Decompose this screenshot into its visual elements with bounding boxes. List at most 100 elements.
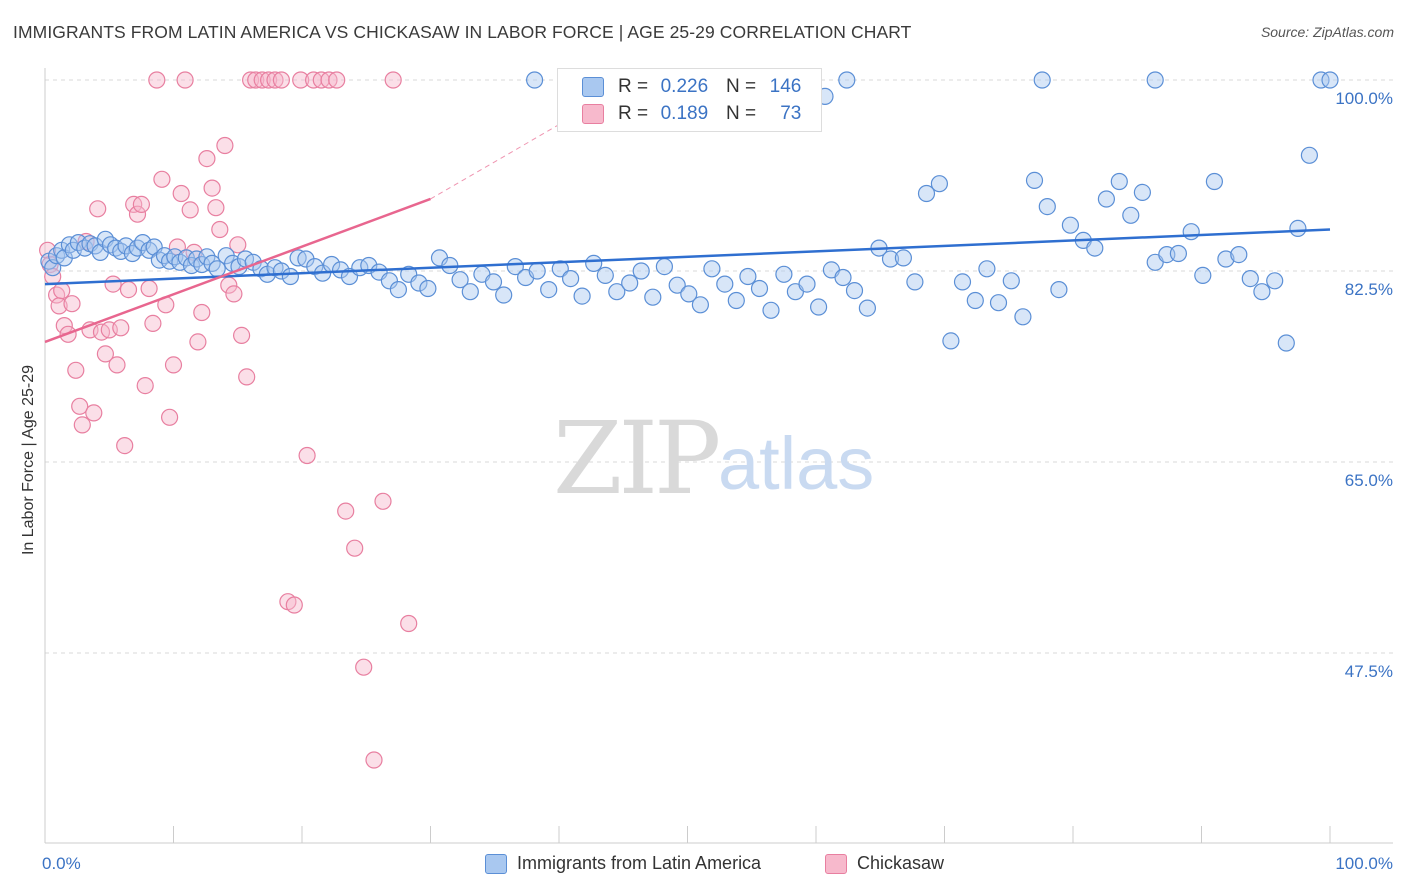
watermark: ZIP atlas — [553, 400, 874, 517]
chickasaw-point — [172, 184, 190, 203]
chickasaw-point — [211, 220, 229, 239]
chickasaw-point — [116, 437, 134, 455]
latin-america-point — [978, 260, 996, 278]
latin-america-point — [989, 294, 1008, 312]
latin-america-point — [1169, 244, 1188, 263]
chickasaw-point — [148, 71, 166, 89]
chickasaw-point — [328, 71, 346, 89]
chickasaw-point — [203, 179, 221, 197]
latin-america-point — [1002, 272, 1020, 290]
chickasaw-point — [253, 71, 271, 89]
latin-america-point — [596, 266, 614, 284]
chickasaw-point — [132, 195, 150, 213]
chickasaw-point — [225, 285, 243, 303]
latin-america-point — [1146, 71, 1164, 89]
chickasaw-point — [176, 71, 194, 89]
latin-america-point — [881, 250, 900, 268]
chickasaw-point — [96, 345, 115, 363]
latin-america-point — [461, 283, 479, 301]
axes — [44, 68, 1393, 844]
latin-america-point — [703, 260, 721, 278]
grid-lines — [45, 79, 1393, 654]
latin-america-point — [838, 71, 856, 89]
latin-america-point — [1014, 308, 1032, 326]
chickasaw-point — [365, 751, 383, 769]
chickasaw-point — [400, 614, 418, 633]
chickasaw-point — [260, 71, 278, 89]
chickasaw-trend-extension — [430, 79, 637, 200]
series-legend: Immigrants from Latin America Chickasaw — [0, 853, 1406, 877]
latin-america-point — [1086, 239, 1104, 257]
latin-america-point — [1253, 283, 1271, 301]
chickasaw-point — [85, 404, 103, 422]
legend-swatch-blue — [582, 77, 604, 97]
latin-america-point — [834, 268, 852, 287]
watermark-zip: ZIP — [553, 400, 718, 517]
latin-america-point — [1061, 216, 1080, 234]
chickasaw-point — [207, 199, 225, 217]
latin-america-point — [621, 274, 639, 292]
latin-america-point — [389, 281, 407, 299]
chickasaw-point — [144, 314, 162, 332]
latin-america-point — [528, 262, 546, 280]
chickasaw-point — [128, 205, 147, 223]
latin-america-point — [1194, 266, 1212, 284]
latin-america-point — [1038, 198, 1056, 216]
latin-america-point — [775, 265, 793, 283]
chickasaw-points — [38, 71, 418, 769]
watermark-atlas: atlas — [718, 422, 874, 505]
legend-n-value: 146 — [769, 76, 802, 97]
chickasaw-trend-line — [44, 197, 431, 344]
chickasaw-point — [53, 282, 71, 300]
chickasaw-point — [38, 241, 57, 259]
latin-america-point — [1097, 190, 1116, 208]
chickasaw-point — [298, 446, 316, 465]
latin-america-point — [858, 299, 877, 317]
latin-america-point — [608, 283, 626, 301]
y-tick-label: 65.0% — [1345, 471, 1393, 490]
chickasaw-point — [285, 596, 303, 614]
latin-america-point — [585, 254, 603, 272]
legend-n-label: N = — [725, 76, 757, 97]
latin-america-point — [727, 291, 745, 310]
latin-america-point — [1277, 334, 1295, 352]
chickasaw-point — [108, 356, 126, 374]
latin-america-point — [380, 272, 398, 290]
latin-america-point — [1217, 250, 1235, 268]
latin-america-point — [332, 261, 350, 279]
chickasaw-point — [112, 319, 130, 337]
latin-america-point — [540, 281, 558, 299]
latin-america-point — [1025, 171, 1044, 189]
chickasaw-point — [73, 416, 91, 434]
legend-row-latin-america: R = 0.226 N = 146 — [582, 76, 801, 98]
latin-america-point — [573, 287, 591, 305]
latin-america-point — [525, 71, 544, 89]
y-axis-label: In Labor Force | Age 25-29 — [20, 364, 37, 556]
chickasaw-point — [233, 326, 251, 344]
latin-america-point — [894, 249, 913, 267]
source-credit: Source: ZipAtlas.com — [1260, 24, 1394, 40]
chickasaw-point — [229, 236, 247, 254]
latin-america-point — [930, 175, 949, 193]
latin-america-point — [451, 271, 469, 289]
latin-america-point — [410, 274, 428, 292]
chickasaw-point — [104, 275, 122, 293]
latin-america-point — [691, 296, 710, 314]
latin-america-point — [1050, 281, 1068, 299]
latin-america-point — [655, 258, 674, 276]
chickasaw-point — [140, 279, 158, 298]
latin-america-point — [1133, 183, 1152, 201]
legend-r-label: R = — [618, 103, 649, 124]
latin-america-point — [809, 298, 828, 316]
latin-america-trend-line — [44, 228, 1331, 286]
latin-america-point — [1312, 71, 1330, 89]
latin-america-point — [966, 291, 984, 310]
latin-america-point — [906, 273, 924, 291]
latin-america-point — [1033, 71, 1051, 89]
legend-swatch-pink — [582, 104, 604, 124]
chickasaw-point — [216, 136, 234, 155]
chickasaw-point — [247, 71, 265, 89]
chickasaw-point — [266, 71, 284, 89]
series-legend-latin-america: Immigrants from Latin America — [485, 853, 761, 874]
